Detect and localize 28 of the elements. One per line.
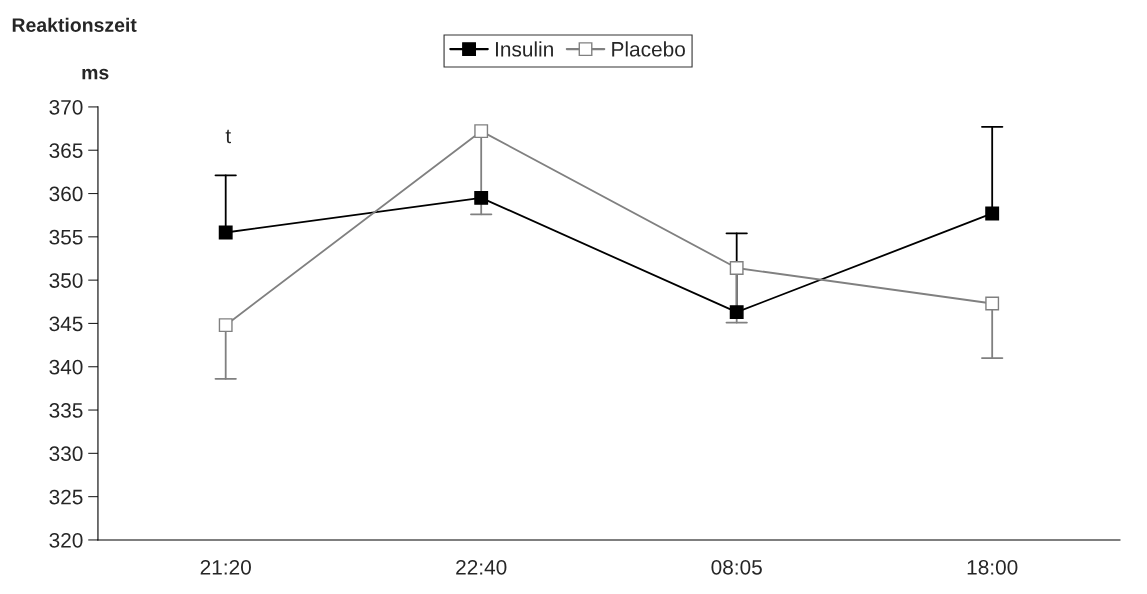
x-tick-label: 22:40: [456, 559, 507, 575]
x-tick-label: 08:05: [711, 559, 762, 575]
y-tick-label: 350: [49, 273, 83, 288]
y-tick-label: 345: [49, 316, 83, 332]
legend-label: Insulin: [495, 41, 553, 57]
y-tick-label: 325: [49, 489, 83, 505]
y-tick-label: 360: [49, 186, 83, 202]
point: [474, 124, 489, 139]
point: [729, 305, 744, 320]
x-tick-label: 18:00: [967, 559, 1018, 575]
chart-title: Reaktionszeit: [12, 17, 137, 32]
point: [985, 296, 1000, 311]
y-tick-label: 340: [49, 359, 83, 375]
point: [474, 190, 489, 205]
legend-label: Placebo: [612, 41, 685, 57]
annotation: t: [225, 129, 231, 144]
x-tick-label: 21:20: [200, 559, 251, 575]
point: [729, 261, 744, 275]
y-tick-label: 335: [49, 403, 83, 418]
point: [218, 225, 233, 240]
y-tick-label: 370: [49, 99, 83, 115]
y-axis-title: ms: [82, 68, 109, 80]
y-tick-label: 330: [49, 446, 83, 462]
y-tick-label: 320: [49, 532, 83, 548]
point: [218, 318, 233, 333]
y-tick-label: 365: [49, 143, 83, 158]
point: [985, 206, 1000, 221]
y-tick-label: 355: [49, 229, 83, 245]
